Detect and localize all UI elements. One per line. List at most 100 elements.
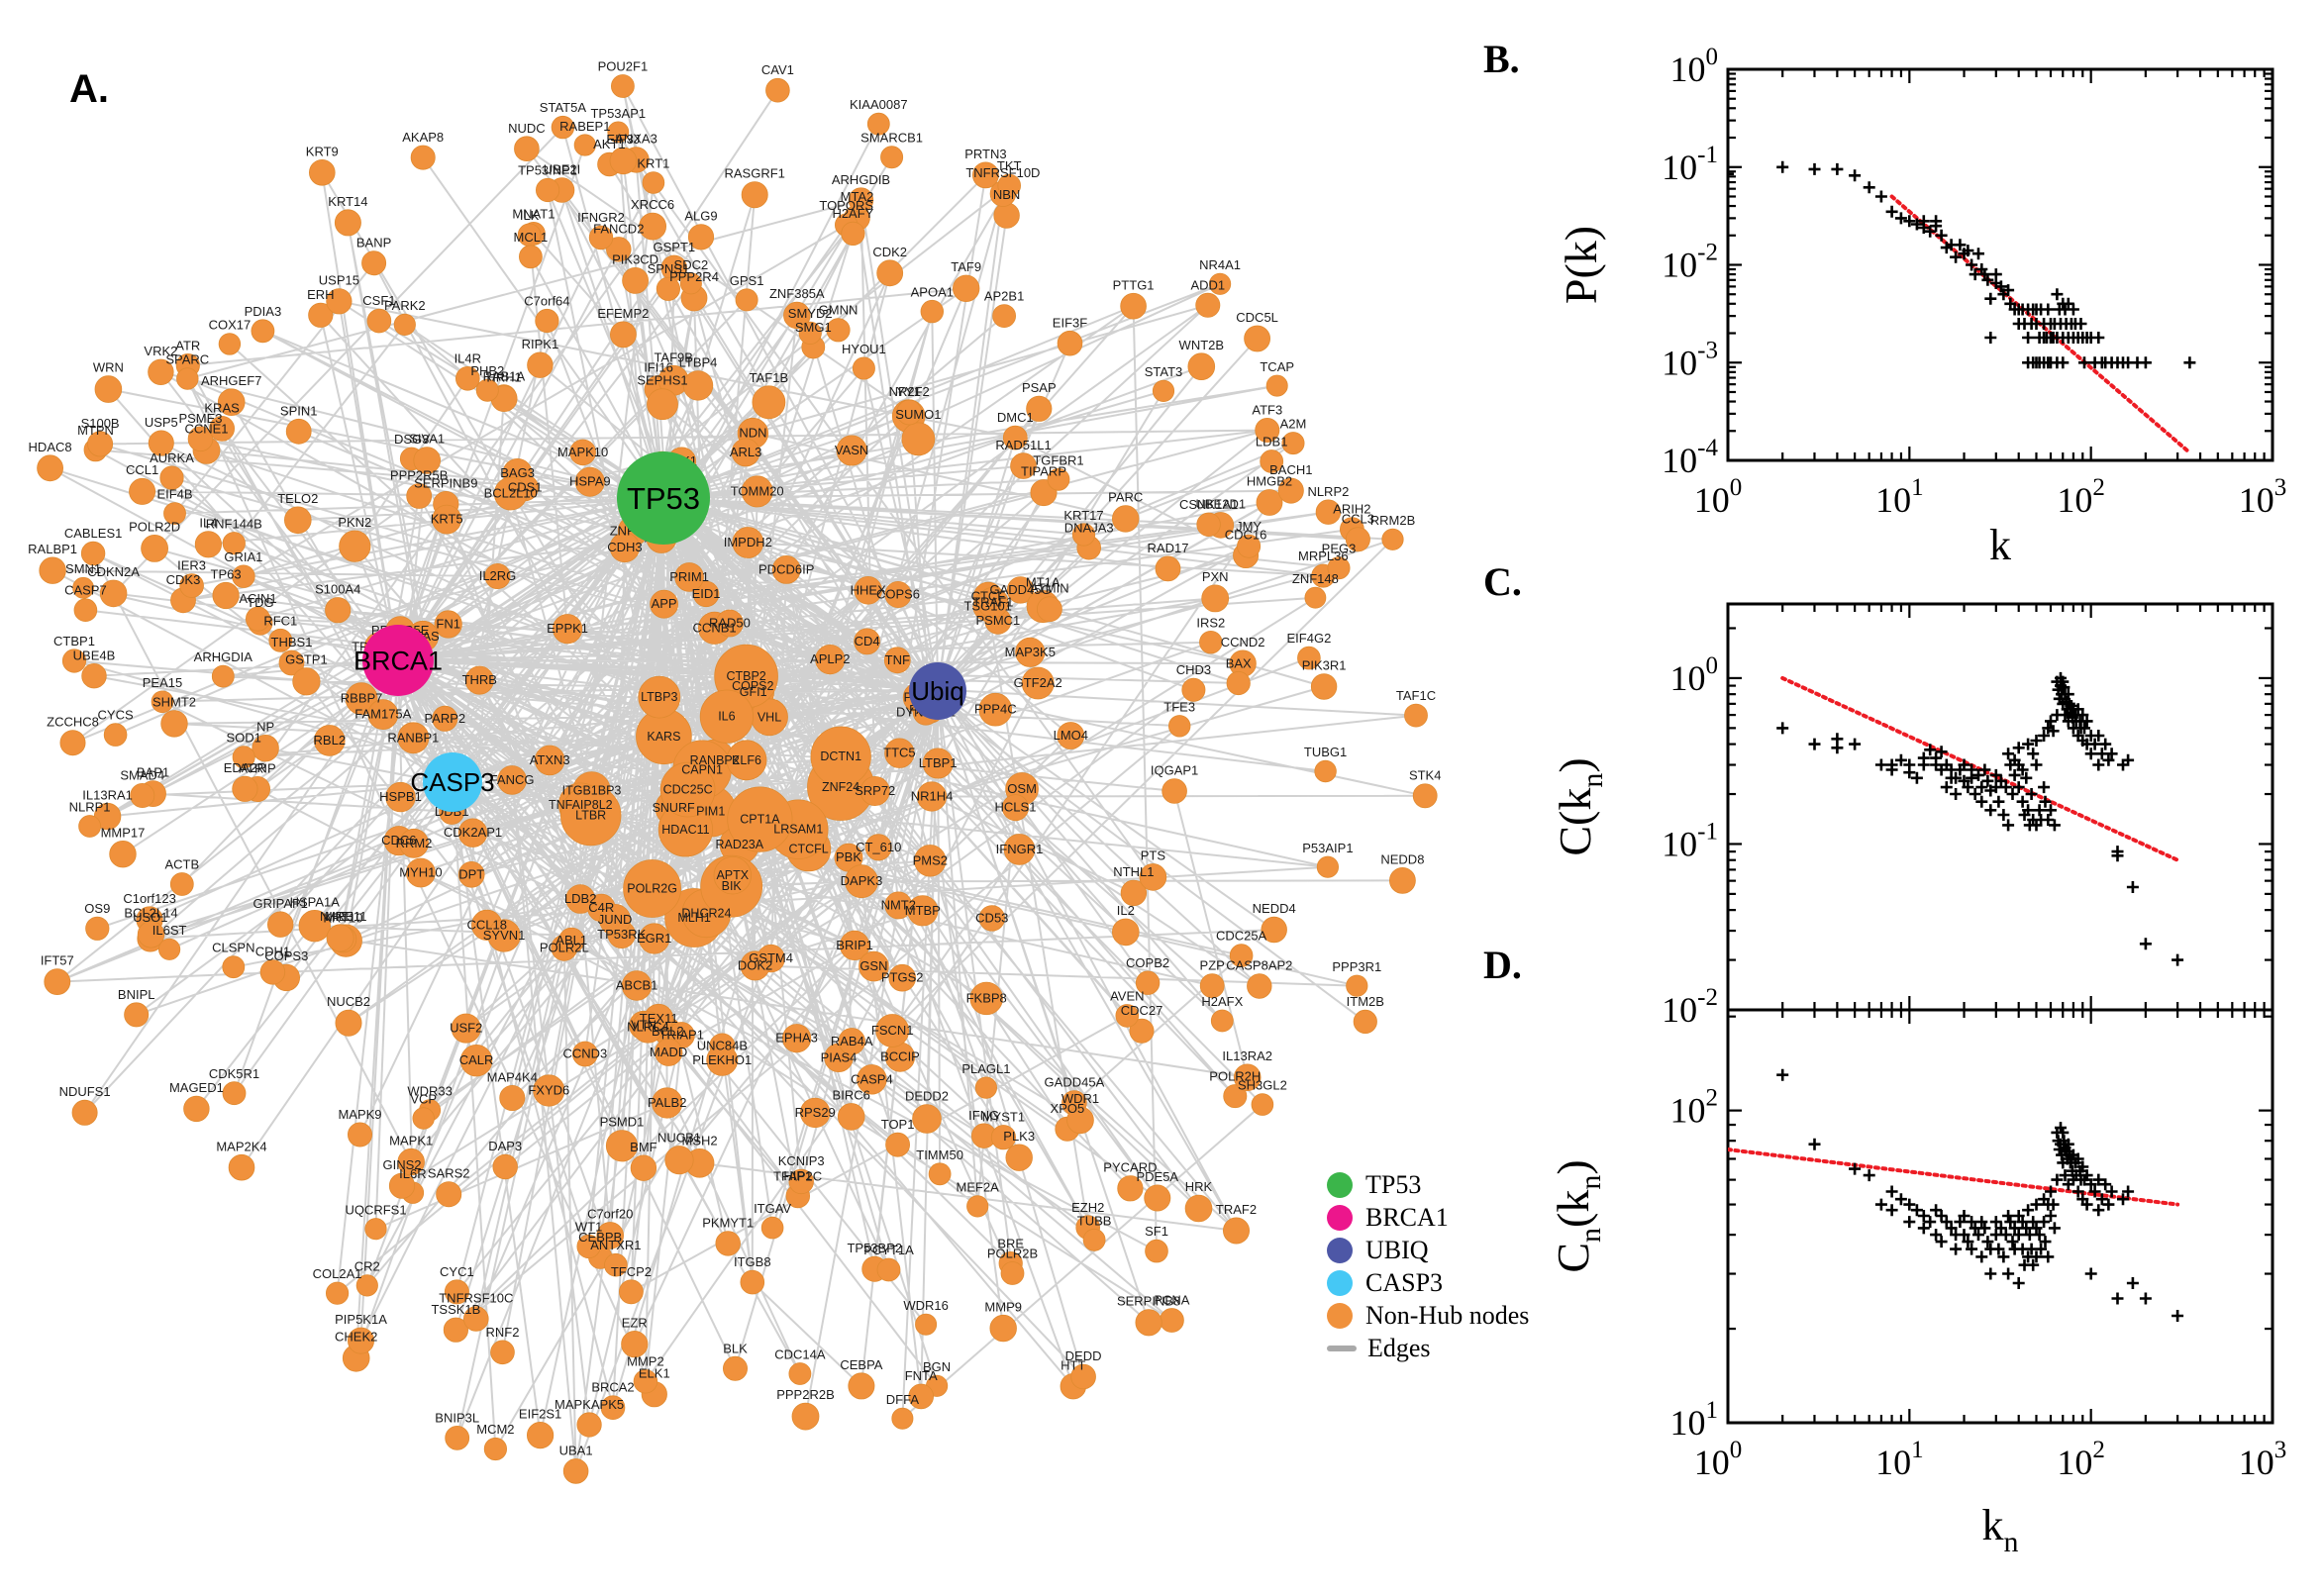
gene-label: EPHA3 xyxy=(775,1031,818,1046)
network-node xyxy=(596,1222,624,1249)
gene-label: WT1 xyxy=(575,1219,602,1234)
gene-label: RNF144B xyxy=(206,516,262,531)
gene-label: CCL3 xyxy=(1342,512,1374,527)
gene-label: CDS1 xyxy=(508,480,543,495)
network-node xyxy=(978,905,1006,932)
ppi-network-panel: ZNF24C7orf64CDC6S100A8GPS1USF2MCM2COPS6B… xyxy=(28,59,1441,1484)
gene-label: NP xyxy=(256,719,274,734)
gene-label: SARS2 xyxy=(428,1166,470,1181)
gene-label: BIRC6 xyxy=(833,1087,870,1102)
network-node xyxy=(339,530,371,562)
gene-label: RAB1A xyxy=(483,369,526,384)
hub-TP53 xyxy=(617,451,710,545)
gene-label: PLEKHO1 xyxy=(692,1052,752,1067)
gene-label: PPP2R2B xyxy=(776,1387,835,1402)
gene-label: CDK2 xyxy=(872,245,907,259)
gene-label: SUMO1 xyxy=(895,407,941,422)
gene-label: TAF1B xyxy=(750,370,789,385)
gene-label: TNFRSF10C xyxy=(439,1291,513,1306)
gene-label: GSN xyxy=(859,958,887,973)
network-node xyxy=(788,1362,812,1385)
network-node xyxy=(800,1097,831,1129)
gene-label: CDC6 xyxy=(381,833,416,848)
gene-label: CDK5R1 xyxy=(209,1066,259,1081)
gene-label: PIP5K1A xyxy=(335,1312,387,1327)
gene-label: MMP17 xyxy=(101,825,146,840)
network-node xyxy=(765,77,790,103)
plot-frame xyxy=(1726,602,2274,1012)
network-node xyxy=(1389,867,1416,894)
gene-label: H2AFX xyxy=(1201,994,1243,1009)
gene-label: PRIM1 xyxy=(669,569,709,584)
network-node xyxy=(610,321,637,349)
gene-label: SF1 xyxy=(1145,1224,1168,1239)
network-node xyxy=(723,1355,749,1381)
network-node xyxy=(864,834,892,861)
network-node xyxy=(443,1317,468,1343)
network-node xyxy=(39,556,66,584)
gene-label: DFFA xyxy=(886,1392,920,1407)
network-node xyxy=(560,784,622,847)
gene-label: PPP2R4 xyxy=(669,269,719,284)
network-node xyxy=(1229,944,1254,967)
network-node xyxy=(699,689,755,744)
network-node xyxy=(647,388,678,421)
gene-label: ANXA3 xyxy=(615,132,657,147)
network-node xyxy=(194,531,222,558)
gene-label: PTGS2 xyxy=(881,970,924,985)
y-axis-title-d: Cn(kn) xyxy=(1548,1159,1607,1272)
gene-label: IFI16 xyxy=(644,359,673,374)
gene-label: HRK xyxy=(1185,1179,1213,1194)
network-node xyxy=(475,378,499,402)
network-node xyxy=(916,781,948,812)
network-node xyxy=(410,145,436,170)
network-node xyxy=(771,555,801,584)
hub-UBIQ xyxy=(909,662,966,720)
gene-label: PIAS4 xyxy=(821,1049,858,1064)
gene-label: TSG101 xyxy=(963,598,1011,613)
gene-label: AURKA xyxy=(150,450,194,465)
network-node xyxy=(883,647,911,674)
gene-label: ACIN1 xyxy=(239,591,276,606)
gene-label: GSTP1 xyxy=(285,652,328,667)
gene-label: ADD1 xyxy=(1190,277,1225,292)
network-node xyxy=(535,308,559,334)
network-node xyxy=(1247,973,1272,999)
gene-label: TIMM50 xyxy=(916,1147,963,1162)
gene-label: TUBB xyxy=(1077,1213,1112,1228)
gene-label: DMC1 xyxy=(997,410,1034,425)
network-node xyxy=(462,1306,489,1332)
gene-label: BAP1 xyxy=(137,765,169,780)
gene-label: BACH1 xyxy=(1269,462,1312,477)
gene-label: RAD23A xyxy=(715,838,763,851)
network-node xyxy=(1117,1175,1144,1202)
network-node xyxy=(412,1107,435,1130)
gene-label: IFNG xyxy=(968,1108,999,1123)
gene-label: SMARCB1 xyxy=(860,131,923,146)
network-node xyxy=(405,857,436,888)
gene-label: NLRP2 xyxy=(1307,484,1349,499)
gene-label: PPP2R5B xyxy=(390,468,449,483)
network-node xyxy=(1310,673,1338,700)
gene-label: PALB2 xyxy=(648,1095,687,1110)
gene-label: MTBP xyxy=(905,903,941,918)
tick-label: 101 xyxy=(1875,1437,1924,1482)
gene-label: HTT xyxy=(1060,1357,1085,1372)
gene-label: KRT1 xyxy=(637,156,669,171)
gene-label: EIF2S1 xyxy=(519,1406,561,1421)
network-node xyxy=(558,927,585,954)
network-node xyxy=(1195,292,1221,318)
network-node xyxy=(1082,1228,1106,1251)
gene-label: LTBP3 xyxy=(641,690,677,704)
gene-label: PDIA3 xyxy=(245,304,282,319)
gene-label: NLRP1 xyxy=(69,800,111,815)
network-node xyxy=(436,1181,462,1208)
network-node xyxy=(413,447,442,474)
gene-label: TNFRSF10D xyxy=(965,165,1040,180)
gene-label: CCND2 xyxy=(1221,635,1265,649)
tick-label: 100 xyxy=(1670,652,1719,698)
network-node xyxy=(972,161,999,189)
network-node xyxy=(604,1252,628,1277)
gene-label: ATR xyxy=(175,339,200,353)
gene-label: KIAA0087 xyxy=(850,97,908,112)
